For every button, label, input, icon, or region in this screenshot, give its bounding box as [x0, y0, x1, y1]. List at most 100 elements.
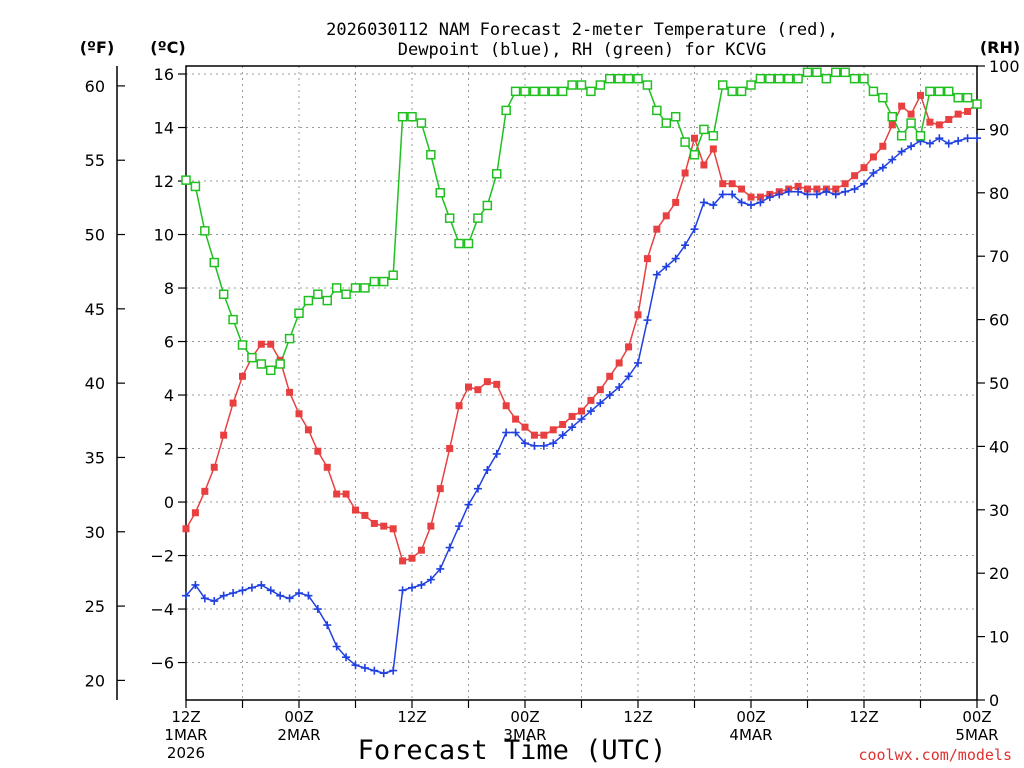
fahrenheit-tick-label: 20 [85, 671, 105, 690]
celsius-tick-label: 16 [154, 65, 174, 84]
2-meter-temperature-point [540, 431, 548, 439]
dewpoint-point [436, 564, 445, 573]
relative-humidity-point [689, 150, 700, 160]
relative-humidity-point [642, 80, 653, 90]
rh-tick-label: 70 [989, 247, 1009, 266]
2-meter-temperature-point [672, 198, 680, 206]
x-tick-label: 12Z [171, 708, 200, 726]
dewpoint-point [342, 653, 351, 662]
dewpoint-point [775, 190, 784, 199]
relative-humidity-point [294, 308, 304, 319]
relative-humidity-point [379, 276, 389, 287]
x-tick-label: 00Z [510, 708, 539, 726]
dewpoint-point [756, 198, 765, 207]
relative-humidity-point [652, 105, 662, 116]
2-meter-temperature-point [455, 402, 463, 410]
relative-humidity-point [887, 111, 897, 122]
x-tick-label: 00Z [736, 708, 765, 726]
2-meter-temperature-point [493, 380, 501, 388]
relative-humidity-point [567, 80, 577, 90]
relative-humidity-point [727, 86, 737, 97]
2-meter-temperature-point [559, 420, 567, 428]
fahrenheit-tick-label: 55 [85, 151, 105, 170]
dewpoint-point [539, 441, 548, 450]
relative-humidity-point [586, 86, 596, 97]
dewpoint-point [624, 372, 633, 381]
relative-humidity-point [482, 200, 493, 211]
relative-humidity-point [454, 238, 464, 249]
dewpoint-point [747, 201, 755, 210]
2-meter-temperature-point [935, 121, 943, 129]
dewpoint-point [850, 185, 859, 194]
x-tick-label: 12Z [397, 708, 426, 726]
2-meter-temperature-point [606, 372, 614, 380]
2-meter-temperature-point [841, 180, 849, 188]
2-meter-temperature-point [370, 519, 378, 527]
relative-humidity-point [256, 359, 267, 369]
2-meter-temperature-point [615, 359, 623, 367]
relative-humidity-point [313, 289, 323, 299]
relative-humidity-point [680, 137, 690, 147]
tick-labels: −6 −4 −2 0 2 4 6 8 10 12 14 16 20 25 30 35 40 45 50 55 60 0 10… [85, 57, 1020, 762]
2-meter-temperature-point [417, 546, 425, 554]
dewpoint-point [360, 663, 369, 672]
relative-humidity-point [821, 73, 832, 84]
dewpoint-point [907, 142, 916, 151]
fahrenheit-tick-label: 50 [85, 226, 105, 245]
2-meter-temperature-point [888, 121, 896, 129]
2-meter-temperature-point [182, 525, 190, 533]
2-meter-temperature-point [719, 180, 727, 188]
credit-label: coolwx.com/models [858, 746, 1012, 764]
relative-humidity-point [849, 73, 860, 84]
rh-tick-label: 0 [989, 691, 999, 710]
dewpoint-point [304, 591, 313, 600]
dewpoint-point [784, 187, 793, 196]
relative-humidity-point [906, 118, 916, 128]
dewpoint-point [822, 187, 831, 196]
2-meter-temperature-point [474, 386, 482, 394]
x-tick-label: 12Z [623, 708, 652, 726]
2-meter-temperature-point [521, 423, 529, 431]
fahrenheit-tick-label: 30 [85, 523, 105, 542]
dewpoint-point [709, 201, 718, 210]
dewpoint-point [935, 134, 944, 143]
chart-title-line2: Dewpoint (blue), RH (green) for KCVG [398, 40, 766, 60]
relative-humidity-point [774, 73, 784, 84]
dewpoint-point [699, 198, 708, 207]
relative-humidity-point [548, 86, 558, 97]
dewpoint-point [577, 415, 586, 424]
x-axis-title: Forecast Time (UTC) [358, 735, 667, 766]
2-meter-temperature-point [747, 193, 755, 201]
dewpoint-point [963, 134, 972, 143]
relative-humidity-point [793, 73, 803, 84]
relative-humidity-point [576, 80, 587, 90]
relative-humidity-point [463, 238, 474, 249]
relative-humidity-point [266, 365, 276, 376]
relative-humidity-point [765, 73, 775, 84]
2-meter-temperature-point [323, 463, 331, 471]
relative-humidity-point [783, 73, 794, 84]
axes [116, 65, 985, 708]
rh-tick-label: 30 [989, 501, 1009, 520]
relative-humidity-point [444, 213, 455, 223]
relative-humidity-point [557, 86, 568, 97]
dewpoint-point [888, 155, 897, 164]
relative-humidity-point [972, 99, 982, 109]
relative-humidity-point [595, 80, 606, 90]
2-meter-temperature-point [898, 102, 906, 110]
rh-tick-label: 50 [989, 374, 1009, 393]
relative-humidity-point [614, 73, 624, 84]
dewpoint-point [238, 586, 247, 595]
2-meter-temperature-point [813, 185, 821, 193]
relative-humidity-point [369, 276, 380, 287]
2-meter-temperature-point [794, 182, 802, 190]
grid-lines [186, 66, 977, 700]
relative-humidity-point [962, 92, 973, 103]
relative-humidity-point [492, 169, 502, 179]
dewpoint-point [379, 669, 388, 678]
x-tick-label: 00Z [284, 708, 313, 726]
dewpoint-point [323, 621, 332, 630]
relative-humidity-point [539, 86, 549, 97]
2-meter-temperature-point [634, 311, 642, 319]
celsius-unit-label: (ºC) [150, 38, 185, 57]
